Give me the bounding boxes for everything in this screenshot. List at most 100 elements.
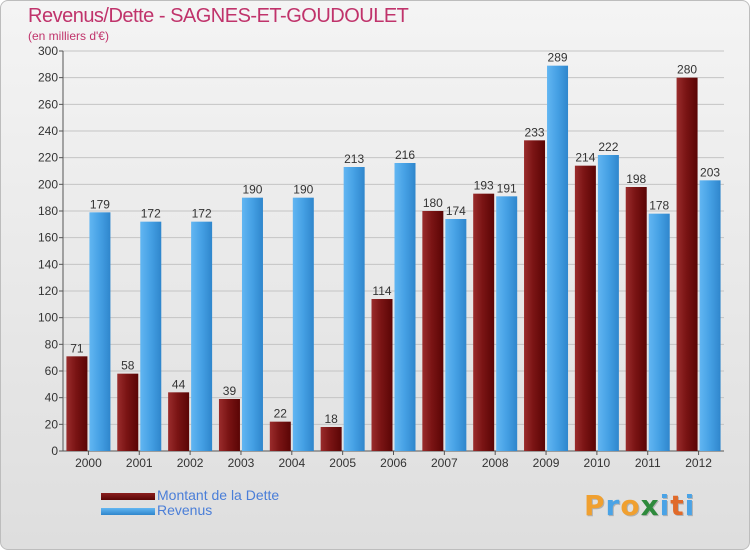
legend-label-debt: Montant de la Dette: [157, 487, 280, 503]
x-tick-label: 2006: [380, 456, 407, 470]
grid-lines: [63, 50, 724, 425]
data-label: 280: [677, 63, 697, 77]
data-label: 190: [242, 183, 262, 197]
bar-revenus: [140, 221, 162, 451]
bar-dette: [168, 392, 190, 451]
data-label: 44: [172, 377, 186, 391]
data-label: 289: [548, 51, 568, 65]
y-tick-label: 100: [38, 311, 58, 325]
y-tick-label: 20: [45, 417, 59, 431]
bar-revenus: [343, 167, 365, 451]
logo-letter: t: [670, 489, 685, 522]
bar-revenus: [241, 197, 263, 451]
data-label: 179: [90, 197, 110, 211]
x-tick-label: 2007: [431, 456, 458, 470]
logo-letter: o: [620, 489, 641, 522]
bar-revenus: [547, 65, 569, 452]
y-tick-label: 80: [45, 337, 59, 351]
bar-revenus: [394, 163, 416, 451]
x-tick-label: 2010: [584, 456, 611, 470]
legend-swatch-debt: [101, 493, 155, 500]
data-label: 233: [525, 125, 545, 139]
bar-dette: [422, 211, 444, 451]
y-tick-label: 160: [38, 231, 58, 245]
x-tick-label: 2011: [635, 456, 661, 470]
bar-dette: [574, 165, 596, 451]
bar-revenus: [597, 155, 619, 451]
bar-dette: [524, 140, 546, 452]
x-tick-label: 2003: [228, 456, 255, 470]
data-label: 39: [223, 384, 237, 398]
x-tick-label: 2001: [126, 456, 153, 470]
legend-swatch-revenus: [101, 508, 155, 515]
logo-letter: x: [640, 489, 660, 522]
bar-revenus: [648, 213, 670, 451]
bar-revenus: [292, 197, 314, 451]
y-tick-label: 40: [45, 391, 59, 405]
bar-dette: [473, 193, 495, 451]
bar-dette: [269, 421, 291, 451]
logo-letter: i: [659, 489, 671, 522]
x-tick-label: 2004: [278, 456, 305, 470]
bar-revenus: [89, 212, 111, 451]
y-tick-label: 0: [51, 444, 58, 458]
x-tick-label: 2008: [482, 456, 509, 470]
bar-dette: [320, 427, 342, 451]
data-label: 172: [192, 207, 212, 221]
x-tick-label: 2002: [177, 456, 204, 470]
bar-revenus: [191, 221, 213, 451]
chart-subtitle: (en milliers d'€): [28, 29, 109, 43]
bar-dette: [371, 299, 393, 451]
bar-dette: [117, 373, 139, 451]
data-label: 216: [395, 148, 415, 162]
data-label: 71: [70, 341, 84, 355]
y-tick-label: 140: [38, 257, 58, 271]
bar-revenus: [699, 180, 721, 452]
data-label: 114: [372, 284, 391, 298]
data-label: 222: [598, 140, 618, 154]
data-label: 191: [497, 181, 517, 195]
y-tick-label: 280: [38, 71, 58, 85]
data-label: 180: [423, 196, 443, 210]
y-tick-label: 200: [38, 177, 58, 191]
data-label: 172: [141, 207, 161, 221]
logo-letter: P: [584, 489, 606, 522]
chart-title: Revenus/Dette - SAGNES-ET-GOUDOULET: [28, 5, 409, 27]
legend-label-revenus: Revenus: [157, 502, 213, 518]
data-label: 174: [446, 204, 466, 218]
bars: [66, 65, 721, 452]
data-label: 203: [700, 165, 720, 179]
logo-letter: r: [605, 489, 621, 522]
labels: 0 20 40 60 80 100 120 140 160 180 200 220 240 260 280 3…: [38, 44, 720, 470]
data-label: 58: [121, 359, 135, 373]
y-tick-label: 180: [38, 204, 58, 218]
y-tick-label: 60: [45, 364, 59, 378]
bar-dette: [676, 77, 698, 452]
data-label: 193: [474, 179, 494, 193]
bar-dette: [66, 356, 88, 451]
y-tick-label: 260: [38, 97, 58, 111]
bar-dette: [625, 187, 647, 451]
bar-revenus: [496, 196, 518, 451]
data-label: 178: [649, 199, 669, 213]
data-label: 214: [575, 151, 595, 165]
x-tick-label: 2000: [75, 456, 102, 470]
data-label: 18: [324, 412, 338, 426]
data-label: 22: [274, 407, 288, 421]
bar-dette: [218, 399, 240, 451]
bar-revenus: [445, 219, 467, 451]
x-tick-label: 2009: [533, 456, 560, 470]
x-tick-label: 2012: [685, 456, 712, 470]
logo-letter: i: [684, 489, 696, 522]
data-label: 198: [626, 172, 646, 186]
y-tick-label: 220: [38, 151, 58, 165]
y-tick-label: 120: [38, 284, 58, 298]
x-tick-label: 2005: [329, 456, 356, 470]
data-label: 190: [293, 183, 313, 197]
y-tick-label: 300: [38, 44, 58, 58]
proxiti-logo: Proxiti: [584, 489, 695, 522]
data-label: 213: [344, 152, 364, 166]
y-tick-label: 240: [38, 124, 58, 138]
